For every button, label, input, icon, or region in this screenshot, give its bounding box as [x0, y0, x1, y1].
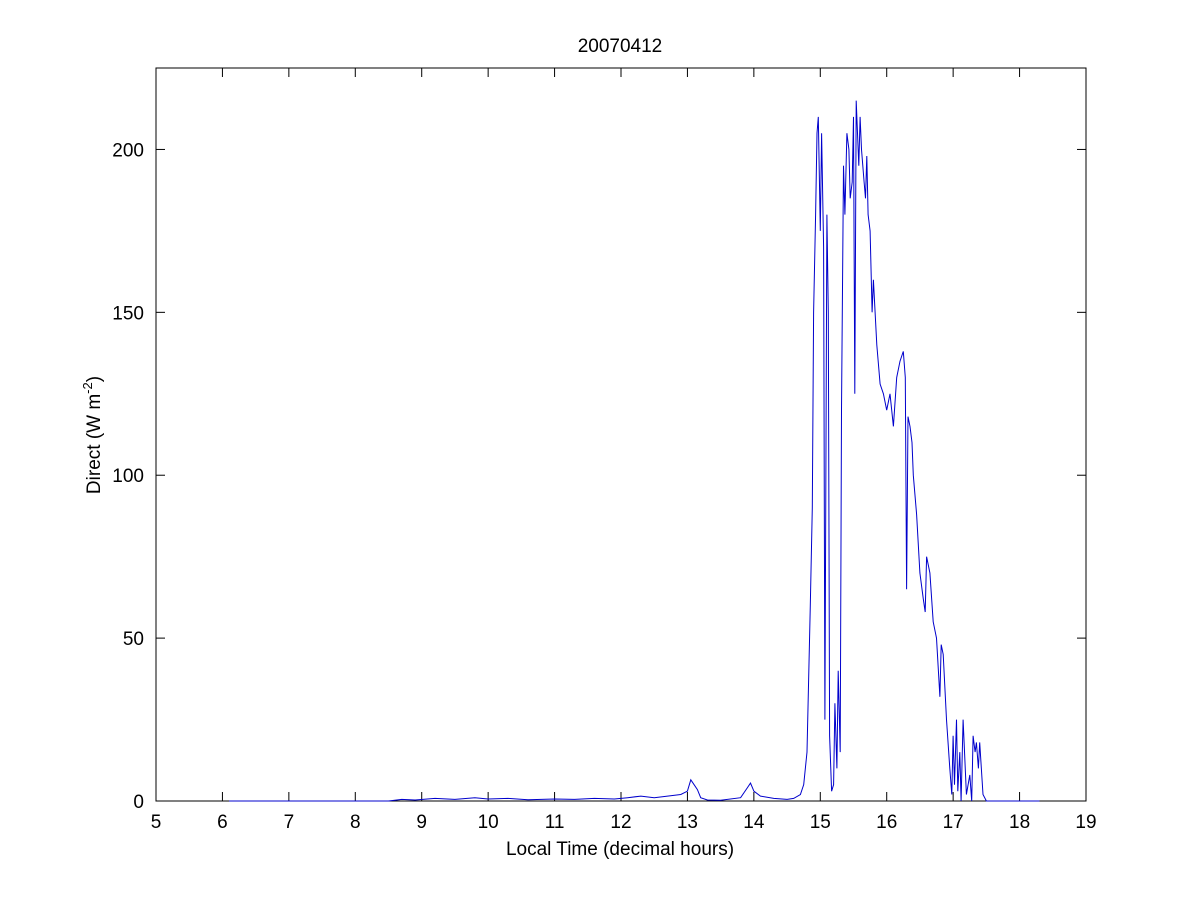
- x-tick-label: 5: [151, 812, 162, 833]
- x-tick-label: 10: [478, 812, 499, 833]
- y-tick-label: 150: [112, 303, 144, 324]
- x-tick-label: 13: [677, 812, 698, 833]
- x-tick-label: 8: [350, 812, 361, 833]
- x-tick-label: 11: [545, 812, 565, 833]
- plot-area-frame: [155, 67, 1087, 802]
- y-tick-label: 50: [123, 629, 144, 650]
- x-tick-label: 9: [416, 812, 427, 833]
- y-tick-label: 0: [133, 792, 144, 813]
- y-axis-ticks: 0 50 100 150 200: [112, 140, 1086, 813]
- series-line-direct: [229, 100, 1040, 802]
- chart-title: 20070412: [578, 36, 663, 57]
- x-tick-label: 18: [1009, 812, 1030, 833]
- y-tick-label: 100: [112, 466, 144, 487]
- y-axis-label-main: Direct (W m: [84, 394, 105, 494]
- x-tick-label: 19: [1075, 812, 1096, 833]
- y-tick-label: 200: [112, 140, 144, 161]
- x-tick-label: 7: [284, 812, 295, 833]
- x-tick-label: 16: [876, 812, 897, 833]
- x-tick-label: 17: [943, 812, 964, 833]
- y-axis-label: Direct (W m-2): [80, 376, 105, 494]
- y-axis-label-superscript: -2: [80, 382, 95, 394]
- x-tick-label: 12: [610, 812, 631, 833]
- x-tick-label: 15: [810, 812, 831, 833]
- x-tick-label: 6: [217, 812, 228, 833]
- x-tick-label: 14: [743, 812, 765, 833]
- x-axis-ticks: 5 6 7 8 9 10 11 12 13 14 15 16 17 18 19: [151, 68, 1097, 833]
- y-axis-label-tail: ): [84, 376, 105, 382]
- x-axis-label: Local Time (decimal hours): [506, 839, 734, 860]
